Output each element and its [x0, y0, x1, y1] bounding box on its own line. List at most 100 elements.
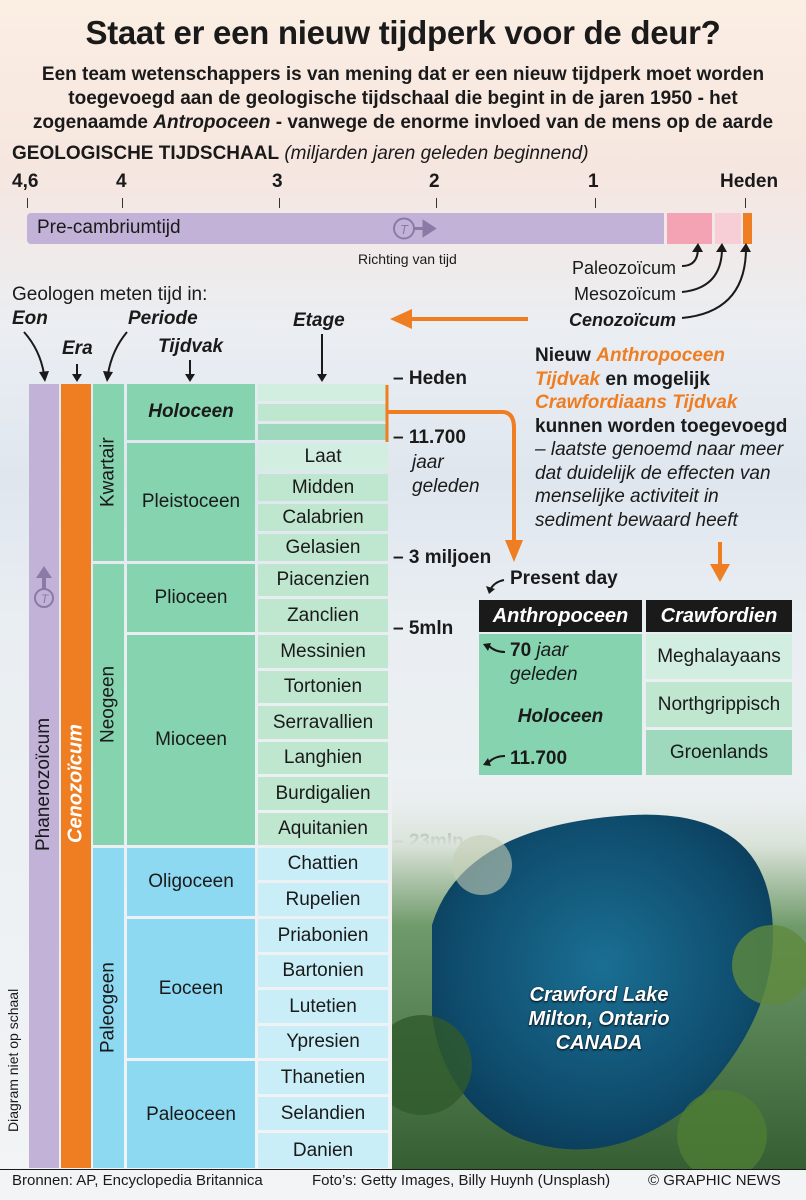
eon-label: Phanerozoïcum: [33, 717, 54, 851]
crawfordian-stage: Northgrippisch: [646, 682, 792, 727]
years-geleden: geleden: [510, 664, 578, 685]
tick-label: 1: [588, 171, 599, 192]
subtitle-line: zogenaamde Antropoceen - vanwege de enor…: [10, 111, 796, 135]
epoch-holocene: Holoceen: [127, 384, 255, 440]
anthropocene-box: 70 jaar geleden Holoceen 11.700: [479, 634, 642, 775]
tick-mark: [595, 198, 596, 208]
left-orange-arrow: [390, 309, 528, 329]
unit-eon-label: Eon: [12, 308, 48, 329]
proposal-text-bold: en mogelijk: [600, 368, 710, 390]
eon-column: T Phanerozoïcum: [29, 384, 59, 1168]
precambrian-bar: Pre-cambriumtijd T: [27, 213, 664, 244]
stage-cell: Piacenzien: [258, 564, 388, 596]
proposal-line: Crawfordiaans Tijdvak: [535, 391, 805, 415]
period-label: Neogeen: [97, 665, 119, 744]
proposal-text-bold: Nieuw: [535, 345, 597, 366]
holocene-stage-slice: [258, 404, 388, 421]
stage-cell: Ypresien: [258, 1026, 388, 1058]
stage-cell: Chattien: [258, 848, 388, 880]
timescale-label: GEOLOGISCHE TIJDSCHAAL (miljarden jaren …: [12, 143, 589, 165]
holocene-stage-slice: [258, 384, 388, 401]
era-label: Cenozoïcum: [64, 724, 87, 844]
proposal-line: Nieuw Anthropoceen: [535, 344, 805, 368]
timescale-title: GEOLOGISCHE TIJDSCHAAL: [12, 143, 280, 164]
subtitle-text: zogenaamde: [32, 112, 154, 133]
footer-photos: Foto’s: Getty Images, Billy Huynh (Unspl…: [312, 1172, 611, 1189]
proposal-line: Tijdvak en mogelijk: [535, 368, 805, 392]
time-arrow-icon: T: [34, 566, 54, 608]
boundary-label: – 11.700: [393, 427, 466, 448]
proposal-line: menselijke activiteit in: [535, 486, 719, 507]
subtitle: Een team wetenschappers is van mening da…: [10, 63, 796, 135]
stage-cell: Rupelien: [258, 883, 388, 916]
epoch-paleocene: Paleoceen: [127, 1061, 255, 1168]
stage-cell: Thanetien: [258, 1061, 388, 1094]
tick-mark: [279, 198, 280, 208]
crawfordian-stage: Groenlands: [646, 730, 792, 775]
boundary-text: 5mln: [408, 618, 454, 639]
stage-cell: Danien: [258, 1133, 388, 1168]
cenozoic-label: Cenozoïcum: [568, 310, 676, 330]
stage-cell: Calabrien: [258, 504, 388, 531]
years-unit: jaar: [536, 640, 569, 661]
epoch-miocene: Mioceen: [127, 635, 255, 845]
direction-label: Richting van tijd: [358, 251, 457, 267]
period-label: Paleogeen: [97, 962, 119, 1054]
years-number: 70: [510, 640, 532, 661]
tick-label: Heden: [720, 171, 779, 192]
footer-divider: [0, 1169, 806, 1170]
lake-photo-illustration: [392, 765, 806, 1169]
proposal-text: Nieuw Anthropoceen Tijdvak en mogelijk C…: [535, 344, 805, 532]
stage-cell: Priabonien: [258, 919, 388, 952]
pointer-arrow: [483, 755, 506, 766]
holocene-start: 11.700: [510, 748, 568, 769]
photo-caption-line: Milton, Ontario: [528, 1008, 670, 1030]
boundary-label: – 3 miljoen: [393, 547, 492, 568]
paleozoic-bar: [667, 213, 712, 244]
era-pointer-arrows: [681, 243, 751, 319]
mesozoic-label: Mesozoïcum: [573, 284, 676, 304]
boundary-label: – Heden: [393, 368, 467, 389]
stage-cell: Zanclien: [258, 599, 388, 632]
svg-text:T: T: [41, 592, 50, 606]
stage-cell: Serravallien: [258, 706, 388, 739]
boundary-text: 3 miljoen: [408, 547, 492, 568]
epoch-oligocene: Oligoceen: [127, 848, 255, 916]
boundary-text: Heden: [408, 368, 467, 389]
crawford-lake-photo: Crawford Lake Milton, Ontario CANADA: [392, 765, 806, 1169]
present-day-label: Present day: [510, 568, 618, 589]
period-neogene: Neogeen: [93, 564, 124, 845]
stage-cell: Laat: [258, 443, 388, 471]
unit-period-label: Periode: [128, 308, 198, 329]
timescale-note: (miljarden jaren geleden beginnend): [284, 143, 589, 164]
proposal-line: kunnen worden toegevoegd: [535, 415, 805, 439]
stage-cell: Tortonien: [258, 671, 388, 703]
tick-mark: [27, 198, 28, 208]
tick-label: 2: [429, 171, 440, 192]
proposal-emphasis: Anthropoceen: [596, 345, 726, 366]
boundary-geleden: geleden: [412, 476, 480, 497]
crawfordian-header: Crawfordien: [646, 600, 792, 632]
boundary-text: 11.700: [408, 427, 466, 448]
unit-era-label: Era: [62, 338, 93, 359]
tick-label: 3: [272, 171, 283, 192]
down-orange-arrow: [710, 542, 730, 582]
photo-caption-line: Crawford Lake: [529, 984, 669, 1006]
present-day-arrow: [486, 579, 505, 594]
subtitle-line: Een team wetenschappers is van mening da…: [41, 64, 765, 85]
subtitle-line: toegevoegd aan de geologische tijdschaal…: [68, 88, 738, 109]
stage-cell: Messinien: [258, 635, 388, 668]
period-paleogene: Paleogeen: [93, 848, 124, 1168]
period-label: Kwartair: [97, 437, 119, 508]
mesozoic-bar: [715, 213, 741, 244]
tick-mark: [436, 198, 437, 208]
footer-credit: © GRAPHIC NEWS: [648, 1172, 781, 1189]
holocene-label: Holoceen: [517, 706, 604, 727]
epoch-eocene: Eoceen: [127, 919, 255, 1058]
paleozoic-label: Paleozoïcum: [571, 258, 676, 278]
stage-cell: Selandien: [258, 1097, 388, 1130]
tick-label: 4,6: [12, 171, 39, 192]
epoch-pleistocene: Pleistoceen: [127, 443, 255, 561]
period-quaternary: Kwartair: [93, 384, 124, 561]
crawfordian-stage: Meghalayaans: [646, 634, 792, 679]
